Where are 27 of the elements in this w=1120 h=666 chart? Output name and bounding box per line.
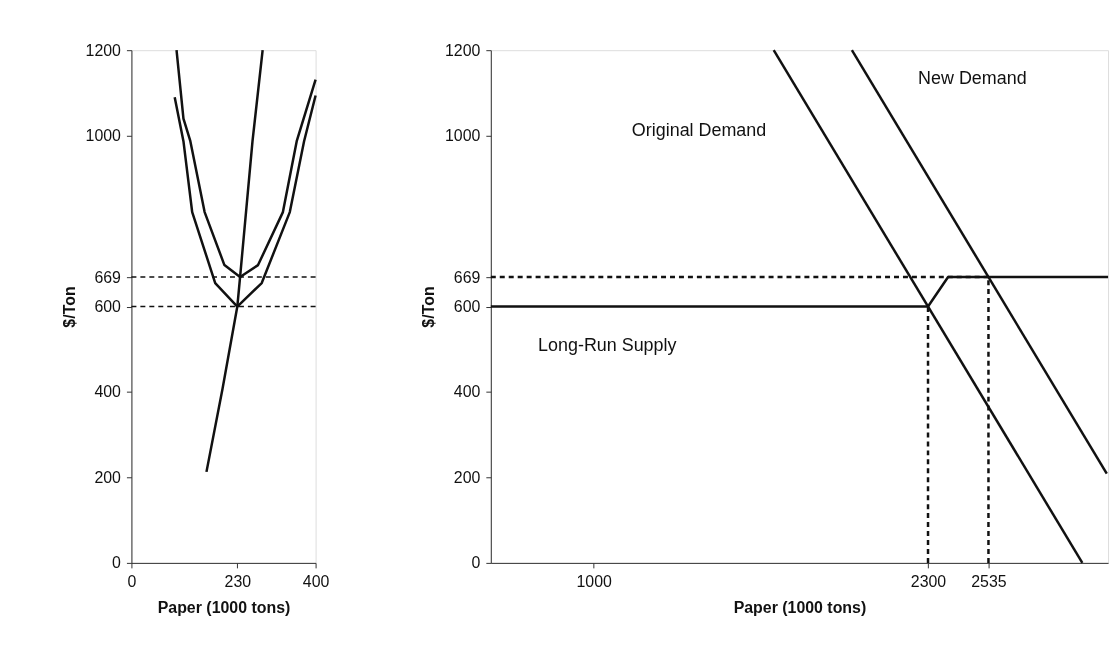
y-tick-label: 200 (453, 468, 481, 486)
y-tick-label: 0 (471, 554, 481, 572)
text: New Demand (918, 68, 1027, 89)
y-tick-label: 400 (453, 383, 481, 401)
y-tick-label: 1000 (85, 127, 122, 145)
x-tick-label: 230 (224, 573, 252, 591)
x-axis-title: Paper (1000 tons) (733, 599, 867, 617)
y-tick-label: 1200 (444, 41, 481, 59)
y-tick-label: 400 (94, 383, 122, 401)
y-tick-label: 600 (453, 298, 481, 316)
y-tick-label: 1200 (85, 41, 122, 59)
series-label: Long-Run Supply (538, 335, 677, 356)
x-tick-label: 400 (302, 573, 330, 591)
x-tick-label: 1000 (576, 573, 613, 591)
y-tick-label: 200 (94, 468, 122, 486)
y-tick-label: 0 (112, 554, 122, 572)
text: Original Demand (631, 119, 767, 140)
x-tick-label: 2300 (910, 573, 947, 591)
y-tick-label: 669 (94, 268, 122, 286)
y-axis-title: $/Ton (60, 286, 78, 328)
y-axis-title: $/Ton (419, 286, 437, 328)
x-axis-title: Paper (1000 tons) (157, 599, 291, 617)
y-tick-label: 1000 (444, 127, 481, 145)
x-tick-label: 0 (127, 573, 137, 591)
y-tick-label: 669 (453, 268, 481, 286)
x-tick-label: 2535 (971, 573, 1007, 591)
y-tick-label: 600 (94, 298, 122, 316)
